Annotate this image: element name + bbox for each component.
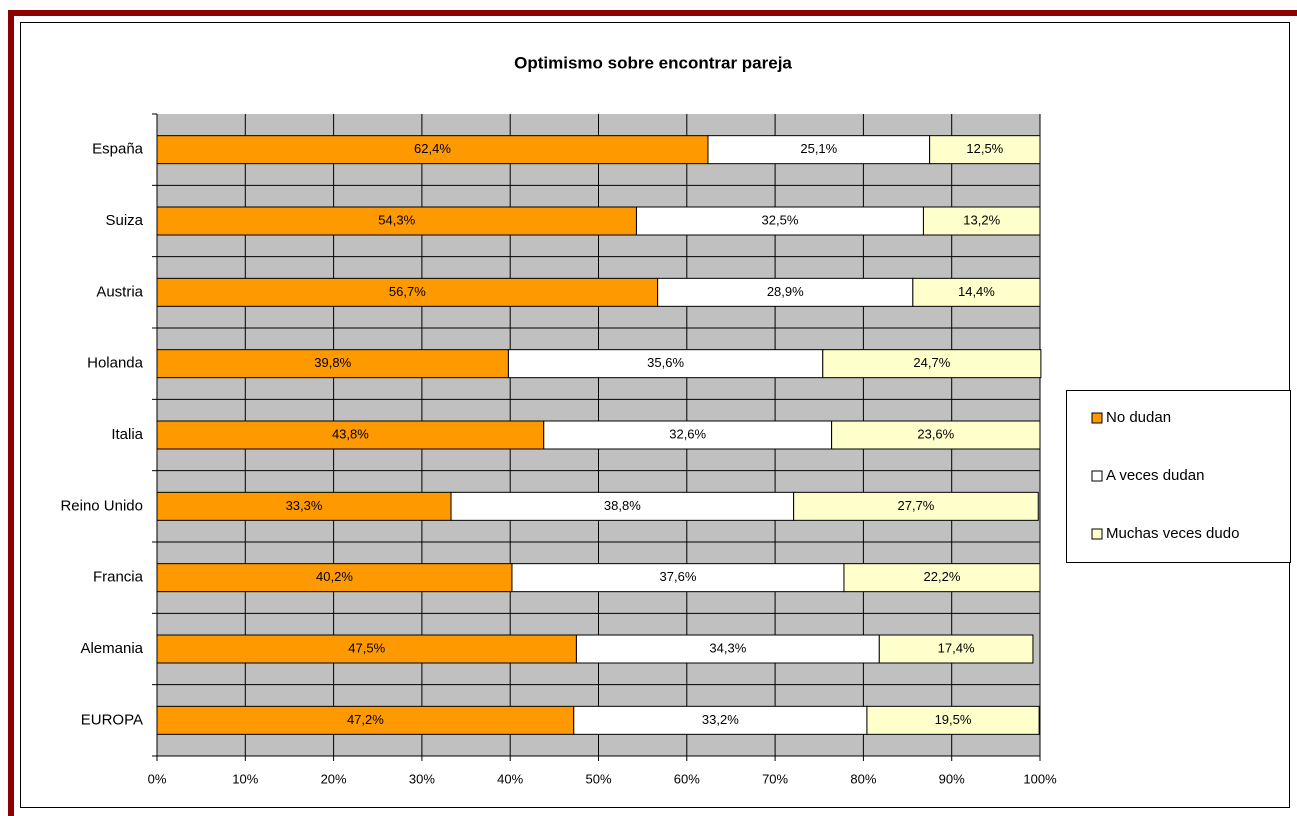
data-label: 28,9% (767, 284, 804, 299)
bar-segment (793, 491, 1039, 521)
data-label: 37,6% (660, 569, 697, 584)
legend-box (1066, 390, 1291, 563)
data-label: 62,4% (414, 141, 451, 156)
data-label: 39,8% (314, 355, 351, 370)
data-label: 24,7% (913, 355, 950, 370)
x-tick-label: 20% (321, 771, 347, 786)
data-label: 33,2% (702, 712, 739, 727)
y-tick-label: España (92, 141, 144, 158)
data-label: 47,2% (347, 712, 384, 727)
y-tick-label: EUROPA (81, 711, 143, 728)
data-label: 12,5% (966, 141, 1003, 156)
y-tick-label: Suiza (105, 212, 143, 229)
bar-segment (573, 705, 868, 735)
bar-segment (156, 491, 452, 521)
left-border (8, 10, 14, 816)
y-tick-label: Alemania (80, 640, 143, 657)
legend-swatch (1091, 412, 1103, 424)
x-tick-label: 40% (497, 771, 523, 786)
x-tick-label: 60% (674, 771, 700, 786)
bar-segment (543, 420, 833, 450)
bar-segment (912, 277, 1041, 307)
data-label: 33,3% (286, 498, 323, 513)
x-tick-label: 100% (1023, 771, 1057, 786)
data-label: 34,3% (709, 640, 746, 655)
data-label: 38,8% (604, 498, 641, 513)
bar-segment (156, 634, 577, 664)
bar-segment (156, 277, 659, 307)
data-label: 25,1% (800, 141, 837, 156)
data-label: 56,7% (389, 284, 426, 299)
data-label: 23,6% (917, 426, 954, 441)
x-tick-label: 10% (232, 771, 258, 786)
bar-segment (922, 206, 1041, 236)
legend-swatch (1091, 528, 1103, 540)
chart-title: Optimismo sobre encontrar pareja (514, 53, 792, 72)
data-label: 22,2% (924, 569, 961, 584)
data-label: 47,5% (348, 640, 385, 655)
x-tick-label: 80% (850, 771, 876, 786)
data-label: 27,7% (898, 498, 935, 513)
legend-label: Muchas veces dudo (1106, 525, 1239, 542)
data-label: 32,6% (669, 426, 706, 441)
bar-segment (822, 349, 1042, 379)
bar-segment (831, 420, 1041, 450)
data-label: 14,4% (958, 284, 995, 299)
legend-swatch (1091, 470, 1103, 482)
bar-segment (929, 135, 1041, 165)
y-tick-label: Italia (111, 426, 143, 443)
x-tick-label: 30% (409, 771, 435, 786)
bar-segment (878, 634, 1034, 664)
bar-segment (866, 705, 1040, 735)
y-tick-label: Reino Unido (60, 497, 143, 514)
data-label: 17,4% (938, 640, 975, 655)
x-tick-label: 0% (148, 771, 167, 786)
bar-segment (507, 349, 824, 379)
bar-segment (843, 563, 1041, 593)
bar-segment (511, 563, 845, 593)
y-tick-label: Austria (96, 283, 143, 300)
data-label: 13,2% (963, 212, 1000, 227)
x-tick-label: 50% (585, 771, 611, 786)
bar-segment (575, 634, 880, 664)
legend-label: No dudan (1106, 409, 1171, 426)
top-border (8, 10, 1297, 16)
x-tick-label: 90% (939, 771, 965, 786)
bar-segment (635, 206, 924, 236)
y-tick-label: Holanda (87, 355, 144, 372)
bar-segment (156, 420, 545, 450)
bar-segment (657, 277, 914, 307)
x-tick-label: 70% (762, 771, 788, 786)
data-label: 43,8% (332, 426, 369, 441)
data-label: 35,6% (647, 355, 684, 370)
data-label: 32,5% (762, 212, 799, 227)
y-tick-label: Francia (93, 569, 144, 586)
legend-label: A veces dudan (1106, 467, 1204, 484)
bar-segment (156, 135, 709, 165)
bar-segment (450, 491, 795, 521)
data-label: 19,5% (935, 712, 972, 727)
data-label: 40,2% (316, 569, 353, 584)
data-label: 54,3% (378, 212, 415, 227)
